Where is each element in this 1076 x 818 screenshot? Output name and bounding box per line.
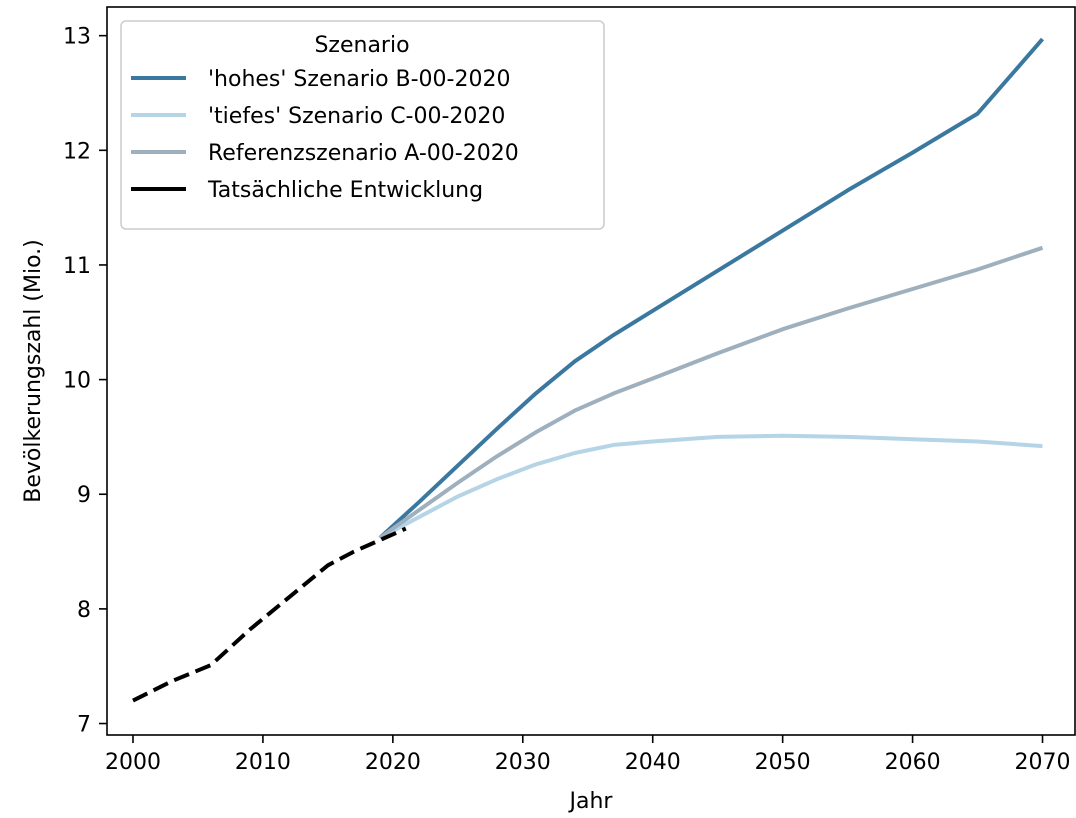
y-tick-label: 7 <box>77 713 91 738</box>
y-tick-label: 9 <box>77 483 91 508</box>
x-tick-label: 2070 <box>1015 750 1071 775</box>
series-layer <box>132 37 1045 703</box>
series-line-0 <box>378 37 1045 540</box>
x-tick-label: 2040 <box>625 750 681 775</box>
series-line-2 <box>378 245 1044 540</box>
series-line-3 <box>132 526 407 703</box>
x-axis: 2000 2010 2020 2030 2040 2050 2060 2070 <box>105 735 1071 775</box>
legend-entry: Referenzszenario A-00-2020 <box>208 141 519 166</box>
y-tick-label: 13 <box>63 25 91 50</box>
x-axis-label: Jahr <box>568 789 614 814</box>
x-tick-label: 2000 <box>105 750 161 775</box>
x-tick-label: 2050 <box>755 750 811 775</box>
legend-title: Szenario <box>314 33 409 58</box>
y-tick-label: 12 <box>63 139 91 164</box>
legend: Szenario 'hohes' Szenario B-00-2020 'tief… <box>120 20 605 230</box>
x-tick-label: 2020 <box>365 750 421 775</box>
x-tick-label: 2010 <box>235 750 291 775</box>
legend-entry: 'tiefes' Szenario C-00-2020 <box>208 104 505 129</box>
y-tick-label: 11 <box>63 254 91 279</box>
y-axis-label: Bevölkerungszahl (Mio.) <box>21 239 46 502</box>
plot-frame <box>106 6 1076 736</box>
y-axis: 7 8 9 10 11 12 13 <box>63 25 107 738</box>
x-tick-label: 2060 <box>885 750 941 775</box>
legend-entry: 'hohes' Szenario B-00-2020 <box>208 67 510 92</box>
series-line-1 <box>378 433 1043 540</box>
y-tick-label: 8 <box>77 598 91 623</box>
legend-frame <box>120 20 605 230</box>
x-tick-label: 2030 <box>495 750 551 775</box>
y-tick-label: 10 <box>63 369 91 394</box>
legend-entry: Tatsächliche Entwicklung <box>207 178 483 203</box>
